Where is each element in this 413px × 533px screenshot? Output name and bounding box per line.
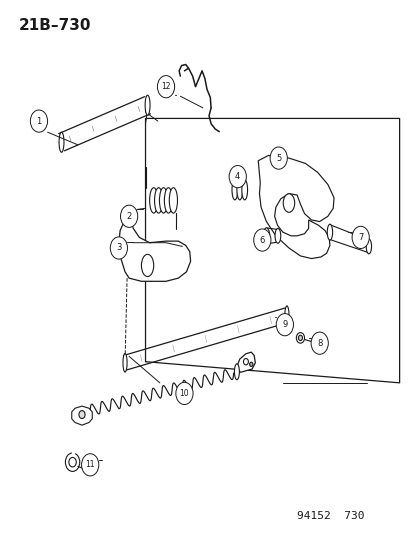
Ellipse shape [263, 228, 269, 244]
Polygon shape [119, 208, 190, 281]
Text: 3: 3 [116, 244, 121, 253]
Ellipse shape [296, 333, 304, 343]
Circle shape [351, 227, 368, 248]
Circle shape [228, 165, 246, 188]
Text: 94152  730: 94152 730 [297, 511, 364, 521]
Circle shape [275, 313, 293, 336]
Ellipse shape [315, 341, 321, 349]
Ellipse shape [59, 132, 64, 152]
Ellipse shape [298, 335, 302, 341]
Ellipse shape [123, 353, 127, 372]
Text: 21B–730: 21B–730 [19, 18, 91, 33]
Circle shape [310, 332, 328, 354]
Text: 9: 9 [282, 320, 287, 329]
Ellipse shape [169, 188, 177, 213]
Ellipse shape [274, 229, 280, 243]
Circle shape [157, 76, 174, 98]
Polygon shape [258, 156, 333, 259]
Circle shape [81, 454, 99, 476]
Text: 4: 4 [235, 172, 240, 181]
Ellipse shape [159, 188, 167, 213]
Text: 6: 6 [259, 236, 264, 245]
Ellipse shape [154, 188, 162, 213]
Polygon shape [237, 352, 255, 372]
Text: 7: 7 [357, 233, 363, 242]
Text: 8: 8 [316, 338, 322, 348]
Text: 5: 5 [275, 154, 281, 163]
Ellipse shape [249, 362, 252, 367]
Ellipse shape [231, 180, 237, 200]
Polygon shape [71, 406, 92, 425]
Ellipse shape [284, 306, 288, 325]
Circle shape [110, 237, 127, 259]
Circle shape [176, 382, 192, 405]
Ellipse shape [69, 457, 76, 467]
Circle shape [30, 110, 47, 132]
Text: 1: 1 [36, 117, 41, 126]
Ellipse shape [241, 180, 247, 200]
Ellipse shape [327, 224, 332, 240]
Ellipse shape [243, 359, 248, 365]
Ellipse shape [145, 95, 150, 115]
Ellipse shape [236, 180, 242, 200]
Ellipse shape [234, 364, 239, 379]
Ellipse shape [141, 254, 153, 277]
Ellipse shape [79, 410, 85, 418]
Circle shape [120, 205, 138, 228]
Ellipse shape [76, 407, 88, 422]
Text: 11: 11 [85, 461, 95, 470]
Circle shape [269, 147, 287, 169]
Circle shape [253, 229, 270, 251]
Ellipse shape [65, 453, 80, 471]
Text: 12: 12 [161, 82, 170, 91]
Text: 10: 10 [179, 389, 189, 398]
Ellipse shape [164, 188, 172, 213]
Ellipse shape [366, 239, 370, 254]
Text: 2: 2 [126, 212, 131, 221]
Ellipse shape [282, 194, 294, 212]
Ellipse shape [149, 188, 157, 213]
